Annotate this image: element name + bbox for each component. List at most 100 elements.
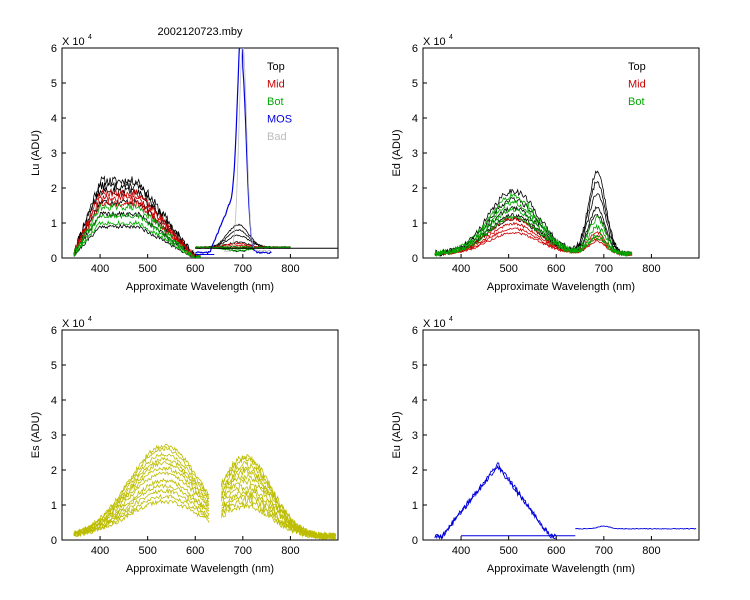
y-tick-label: 5 <box>51 78 57 90</box>
line-eu <box>434 462 556 540</box>
legend-item-mos: MOS <box>267 114 292 126</box>
x-tick-label: 400 <box>452 263 470 275</box>
y-tick-label: 0 <box>51 535 57 547</box>
y-tick-label: 3 <box>412 430 418 442</box>
x-tick-label: 400 <box>91 263 109 275</box>
y-tick-label: 6 <box>412 325 418 337</box>
x-tick-label: 600 <box>186 545 204 557</box>
y-tick-label: 1 <box>51 218 57 230</box>
legend-item-bad: Bad <box>267 131 287 143</box>
line-eu-red <box>575 525 697 530</box>
y-tick-label: 1 <box>51 500 57 512</box>
line-top <box>73 210 201 258</box>
y-tick-label: 6 <box>51 325 57 337</box>
line-eu <box>434 465 557 540</box>
x-axis-label: Approximate Wavelength (nm) <box>126 563 274 575</box>
x-tick-label: 800 <box>281 263 299 275</box>
line-es-red <box>221 484 336 540</box>
plot-traces <box>73 48 338 258</box>
plot-traces <box>73 443 336 540</box>
legend-item-bot: Bot <box>628 96 645 108</box>
figure-title: 2002120723.mby <box>157 26 243 38</box>
plot-traces <box>434 462 697 540</box>
y-tick-label: 0 <box>51 253 57 265</box>
x-tick-label: 700 <box>234 263 252 275</box>
x-tick-label: 500 <box>138 545 156 557</box>
y-tick-label: 5 <box>412 78 418 90</box>
line-mid <box>73 188 201 258</box>
line-es-red <box>221 489 336 540</box>
y-tick-label: 0 <box>412 535 418 547</box>
legend-item-top: Top <box>267 61 285 73</box>
plot-traces <box>434 170 633 258</box>
y-tick-label: 3 <box>412 148 418 160</box>
y-tick-label: 4 <box>412 395 418 407</box>
line-es <box>73 451 210 536</box>
y-tick-label: 2 <box>51 465 57 477</box>
line-bad <box>223 48 272 253</box>
plot-frame <box>422 329 700 541</box>
x-tick-label: 600 <box>547 263 565 275</box>
x-tick-label: 700 <box>234 545 252 557</box>
legend-item-mid: Mid <box>628 79 646 91</box>
y-tick-label: 5 <box>412 360 418 372</box>
line-es-red <box>221 465 336 540</box>
legend-item-mid: Mid <box>267 79 285 91</box>
line-bot <box>73 219 201 258</box>
y-tick-label: 2 <box>51 183 57 195</box>
x-tick-label: 500 <box>499 545 517 557</box>
y-tick-label: 5 <box>51 360 57 372</box>
line-mid <box>73 199 201 258</box>
y-exponent-label: X 10 <box>62 36 85 48</box>
y-exponent-label: X 10 <box>423 318 446 330</box>
y-tick-label: 6 <box>51 43 57 55</box>
plot-frame <box>61 47 339 259</box>
x-tick-label: 800 <box>642 545 660 557</box>
x-tick-label: 400 <box>91 545 109 557</box>
line-es-red <box>221 453 336 540</box>
line-es-red <box>221 502 336 540</box>
y-axis-label: Lu (ADU) <box>30 130 42 176</box>
x-tick-label: 600 <box>547 545 565 557</box>
line-bot <box>434 199 633 257</box>
x-tick-label: 800 <box>642 263 660 275</box>
y-exponent-power: 4 <box>449 316 453 323</box>
line-es <box>73 477 210 538</box>
line-es <box>73 498 210 538</box>
x-tick-label: 500 <box>138 263 156 275</box>
line-top-red <box>195 229 291 249</box>
line-bot <box>434 192 633 258</box>
line-es <box>73 460 210 536</box>
y-exponent-label: X 10 <box>62 318 85 330</box>
x-tick-label: 500 <box>499 263 517 275</box>
x-tick-label: 600 <box>186 263 204 275</box>
y-tick-label: 0 <box>412 253 418 265</box>
y-tick-label: 2 <box>412 183 418 195</box>
legend-item-bot: Bot <box>267 96 284 108</box>
line-mid <box>434 231 633 255</box>
line-es-red <box>221 477 336 540</box>
x-tick-label: 800 <box>281 545 299 557</box>
line-mos <box>194 48 272 255</box>
y-tick-label: 6 <box>412 43 418 55</box>
y-tick-label: 1 <box>412 500 418 512</box>
y-tick-label: 4 <box>412 113 418 125</box>
x-tick-label: 700 <box>595 263 613 275</box>
legend-item-top: Top <box>628 61 646 73</box>
y-axis-label: Es (ADU) <box>30 412 42 458</box>
line-es-red <box>221 497 336 540</box>
plot-frame <box>422 47 700 259</box>
y-tick-label: 4 <box>51 113 57 125</box>
x-axis-label: Approximate Wavelength (nm) <box>487 563 635 575</box>
x-axis-label: Approximate Wavelength (nm) <box>126 281 274 293</box>
y-exponent-power: 4 <box>88 316 92 323</box>
y-tick-label: 4 <box>51 395 57 407</box>
y-exponent-label: X 10 <box>423 36 446 48</box>
line-bot <box>434 215 633 256</box>
y-axis-label: Ed (ADU) <box>391 129 403 176</box>
y-tick-label: 1 <box>412 218 418 230</box>
